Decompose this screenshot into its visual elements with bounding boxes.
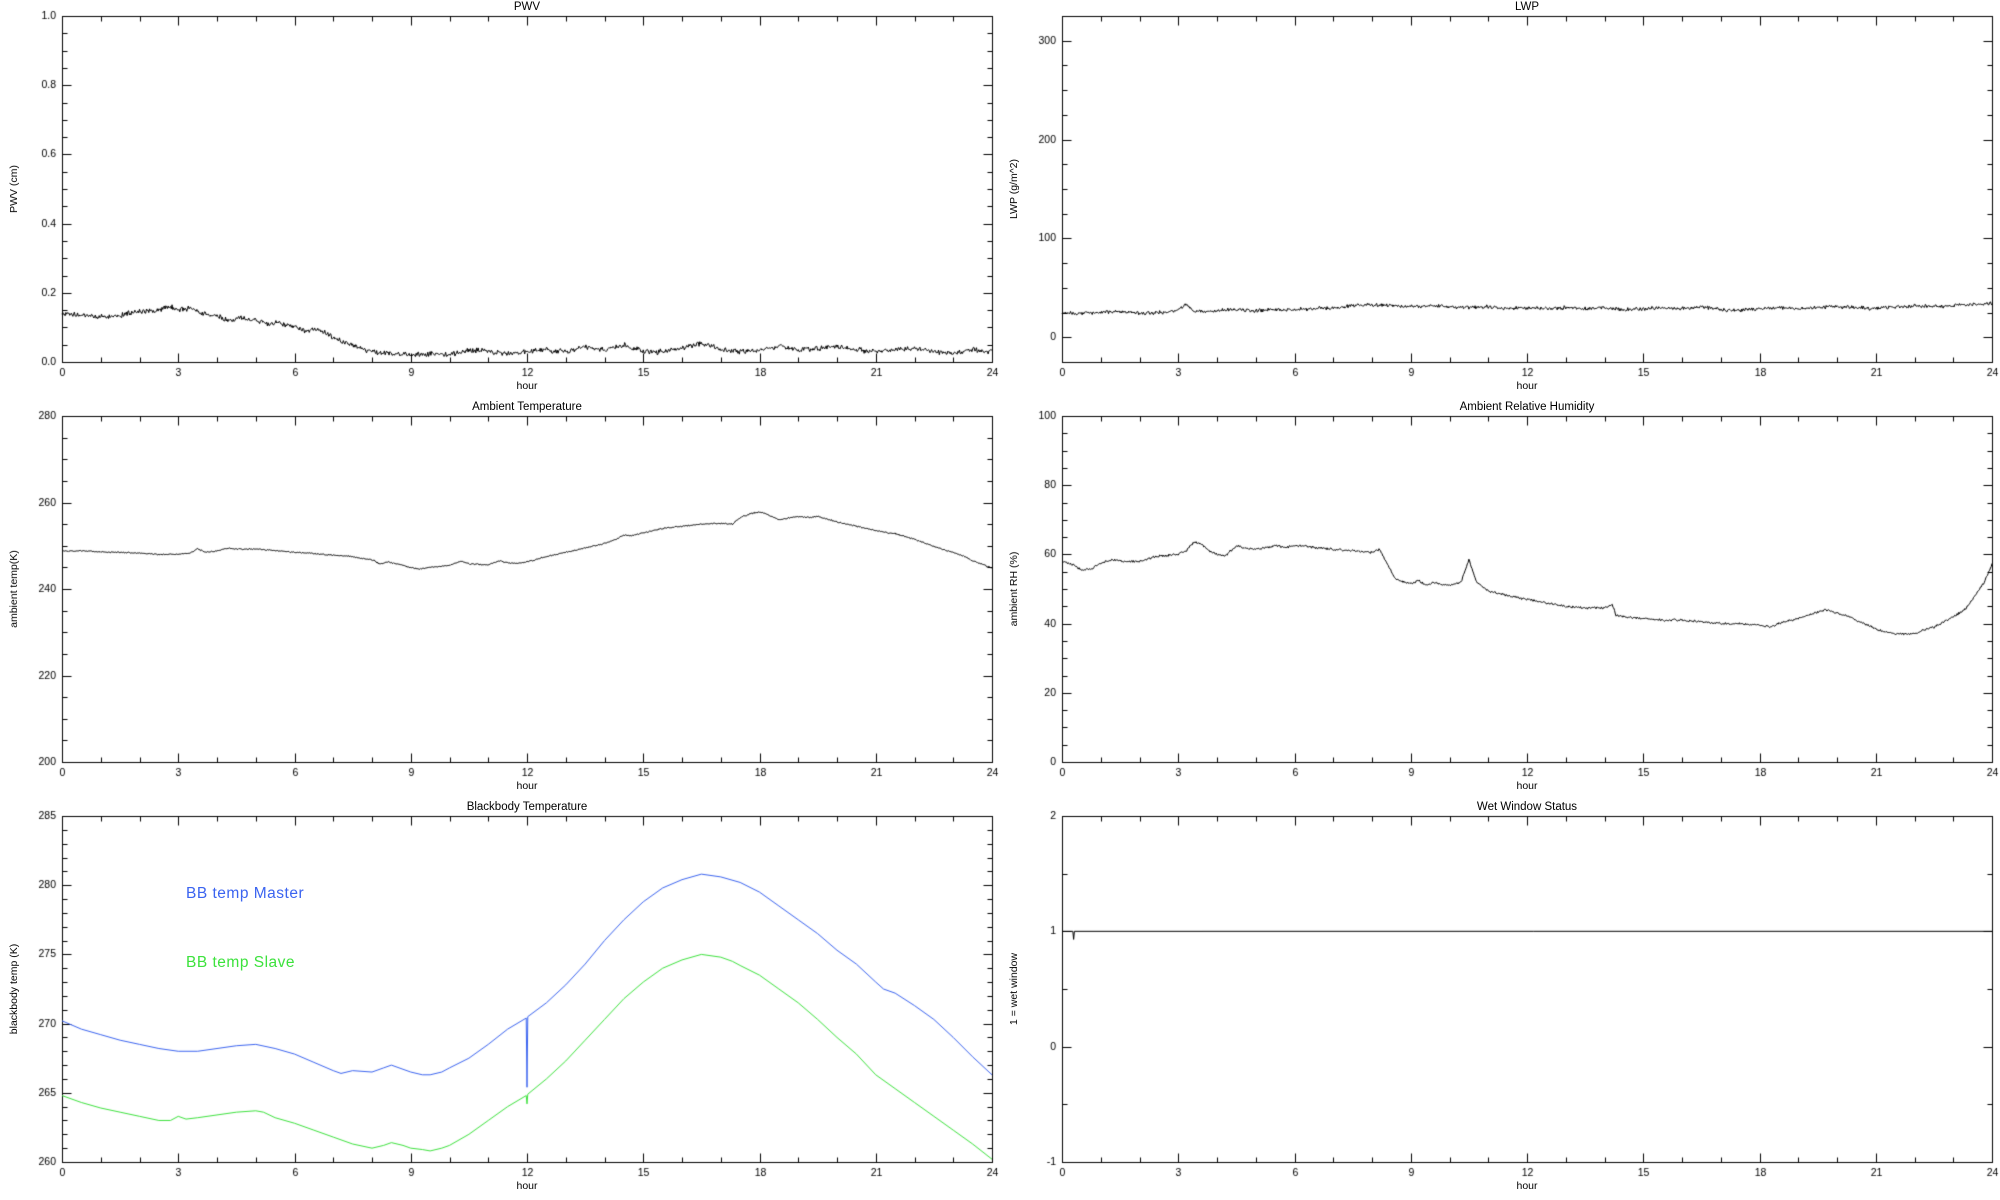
blackbody-temperature-chart-canvas xyxy=(0,800,1000,1200)
lwp-chart-canvas xyxy=(1000,0,2000,400)
ambient-relative-humidity-chart-canvas xyxy=(1000,400,2000,800)
wet-window-status-y-axis-label: 1 = wet window xyxy=(1008,952,1020,1026)
pwv-x-axis-label: hour xyxy=(516,380,538,392)
legend-entry-bb-temp-slave: BB temp Slave xyxy=(186,954,296,971)
pwv-panel: PWV PWV (cm) hour xyxy=(0,0,1000,400)
pwv-chart-title: PWV xyxy=(513,1,541,13)
pwv-y-axis-label: PWV (cm) xyxy=(8,165,20,213)
ambient-relative-humidity-x-axis-label: hour xyxy=(1516,780,1538,792)
ambient-temperature-chart-title: Ambient Temperature xyxy=(472,401,582,413)
lwp-chart-title: LWP xyxy=(1514,1,1540,13)
ambient-temperature-panel: Ambient Temperature ambient temp(K) hour xyxy=(0,400,1000,800)
wet-window-status-x-axis-label: hour xyxy=(1516,1180,1538,1192)
blackbody-temperature-x-axis-label: hour xyxy=(516,1180,538,1192)
ambient-relative-humidity-panel: Ambient Relative Humidity ambient RH (%)… xyxy=(1000,400,2000,800)
legend-entry-bb-temp-master: BB temp Master xyxy=(186,885,305,902)
lwp-y-axis-label: LWP (g/m^2) xyxy=(1008,159,1020,219)
ambient-temperature-y-axis-label: ambient temp(K) xyxy=(8,550,20,628)
ambient-relative-humidity-chart-title: Ambient Relative Humidity xyxy=(1459,401,1595,413)
lwp-x-axis-label: hour xyxy=(1516,380,1538,392)
pwv-chart-canvas xyxy=(0,0,1000,400)
lwp-panel: LWP LWP (g/m^2) hour xyxy=(1000,0,2000,400)
blackbody-temperature-chart-title: Blackbody Temperature xyxy=(466,801,588,813)
ambient-temperature-chart-canvas xyxy=(0,400,1000,800)
blackbody-legend: BB temp Master BB temp Slave xyxy=(186,836,304,1020)
wet-window-status-chart-canvas xyxy=(1000,800,2000,1200)
ambient-temperature-x-axis-label: hour xyxy=(516,780,538,792)
ambient-relative-humidity-y-axis-label: ambient RH (%) xyxy=(1008,551,1020,627)
wet-window-status-panel: Wet Window Status 1 = wet window hour xyxy=(1000,800,2000,1200)
wet-window-status-chart-title: Wet Window Status xyxy=(1476,801,1578,813)
blackbody-temperature-y-axis-label: blackbody temp (K) xyxy=(8,943,20,1035)
blackbody-temperature-panel: Blackbody Temperature blackbody temp (K)… xyxy=(0,800,1000,1200)
